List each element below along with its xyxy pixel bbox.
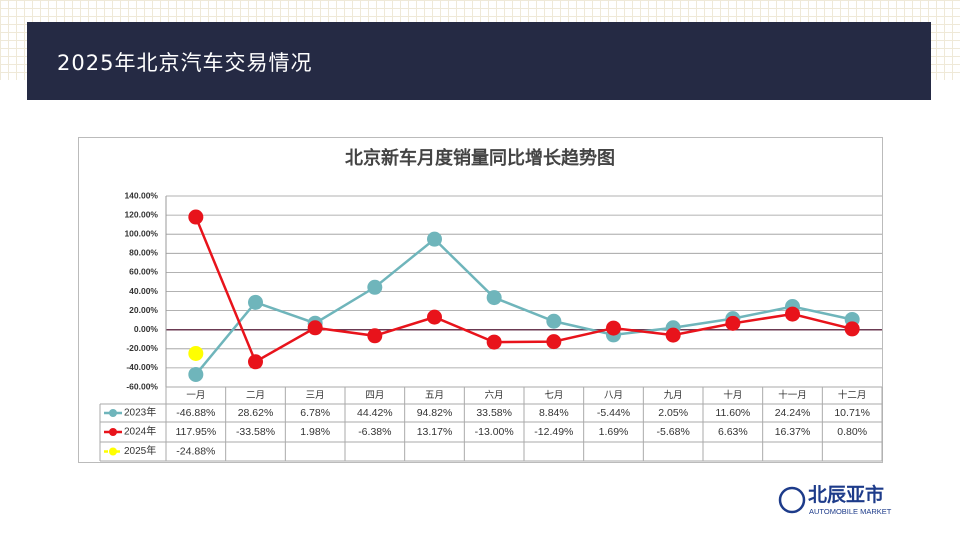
table-value: 44.42% xyxy=(357,407,393,419)
table-value: -5.68% xyxy=(657,426,690,438)
data-point xyxy=(844,321,860,337)
data-point xyxy=(546,313,562,329)
y-tick-label: 20.00% xyxy=(129,305,158,315)
y-tick-label: -40.00% xyxy=(126,362,158,372)
table-value: 6.78% xyxy=(300,407,330,419)
y-tick-label: -60.00% xyxy=(126,381,158,391)
x-tick-label: 八月 xyxy=(604,390,623,401)
table-value: 24.24% xyxy=(775,407,811,419)
chart-title: 北京新车月度销量同比增长趋势图 xyxy=(345,147,615,168)
table-value: 13.17% xyxy=(417,426,453,438)
x-tick-label: 五月 xyxy=(425,390,444,401)
y-tick-label: 100.00% xyxy=(124,228,158,238)
data-point xyxy=(725,315,741,331)
x-tick-label: 三月 xyxy=(306,390,325,401)
table-value: 0.80% xyxy=(837,426,867,438)
data-point xyxy=(307,320,323,336)
x-tick-label: 一月 xyxy=(186,390,205,401)
x-tick-label: 十月 xyxy=(723,389,742,401)
table-value: -6.38% xyxy=(358,426,391,438)
table-value: 16.37% xyxy=(775,426,811,438)
header-title: 2025年北京汽车交易情况 xyxy=(57,51,313,75)
logo: 北辰亚市 AUTOMOBILE MARKET xyxy=(778,483,892,516)
data-point xyxy=(248,354,263,370)
data-point xyxy=(367,328,383,344)
x-tick-label: 二月 xyxy=(246,390,265,401)
table-value: -5.44% xyxy=(597,407,630,419)
x-tick-label: 九月 xyxy=(664,389,683,401)
table-value: -46.88% xyxy=(176,407,215,419)
legend-label: 2025年 xyxy=(124,444,156,457)
legend-key-marker xyxy=(109,409,117,417)
table-value: 94.82% xyxy=(417,407,453,419)
chart-frame xyxy=(78,137,883,463)
data-point xyxy=(188,209,204,225)
table-value: 33.58% xyxy=(476,407,512,419)
y-tick-label: 120.00% xyxy=(124,209,158,219)
table-value: 6.63% xyxy=(718,426,748,438)
data-point xyxy=(486,290,502,306)
series-line xyxy=(194,216,853,364)
y-tick-label: 140.00% xyxy=(124,190,158,200)
y-tick-label: 60.00% xyxy=(129,267,158,277)
data-point xyxy=(367,279,383,295)
data-point xyxy=(188,366,204,382)
series-line xyxy=(194,237,853,376)
logo-name: 北辰亚市 xyxy=(808,483,884,506)
x-tick-label: 七月 xyxy=(544,390,563,401)
table-value: 10.71% xyxy=(834,407,870,419)
logo-subtitle: AUTOMOBILE MARKET xyxy=(809,507,892,516)
x-tick-label: 六月 xyxy=(485,389,504,401)
legend-label: 2023年 xyxy=(124,406,156,419)
table-value: 2.05% xyxy=(658,407,688,419)
legend-label: 2024年 xyxy=(124,425,156,438)
y-tick-label: 80.00% xyxy=(129,248,158,258)
x-tick-label: 十二月 xyxy=(838,389,867,401)
data-point xyxy=(606,320,621,336)
data-point xyxy=(546,334,562,350)
legend-key-marker xyxy=(109,447,117,456)
table-value: 11.60% xyxy=(715,407,750,419)
data-point xyxy=(427,309,442,325)
legend-key-marker xyxy=(109,428,117,436)
table-value: -13.00% xyxy=(475,426,514,438)
data-point xyxy=(665,327,681,343)
table-value: -12.49% xyxy=(534,426,573,438)
table-value: -33.58% xyxy=(236,426,275,438)
table-value: 1.98% xyxy=(300,426,330,438)
table-value: 8.84% xyxy=(539,407,569,419)
data-point xyxy=(427,231,442,247)
table-value: 28.62% xyxy=(238,407,274,419)
data-point xyxy=(248,294,263,310)
y-tick-label: 0.00% xyxy=(134,324,159,334)
x-tick-label: 十一月 xyxy=(778,389,807,401)
data-point xyxy=(785,306,800,322)
table-value: -24.88% xyxy=(176,445,215,457)
table-value: 1.69% xyxy=(599,426,629,438)
table-value: 117.95% xyxy=(175,426,216,438)
y-tick-label: 40.00% xyxy=(129,286,158,296)
logo-icon xyxy=(778,486,806,514)
data-point xyxy=(188,345,204,361)
y-tick-label: -20.00% xyxy=(126,343,158,353)
header-bar: 2025年北京汽车交易情况 xyxy=(27,22,931,100)
data-point xyxy=(486,334,502,350)
x-tick-label: 四月 xyxy=(365,390,384,401)
